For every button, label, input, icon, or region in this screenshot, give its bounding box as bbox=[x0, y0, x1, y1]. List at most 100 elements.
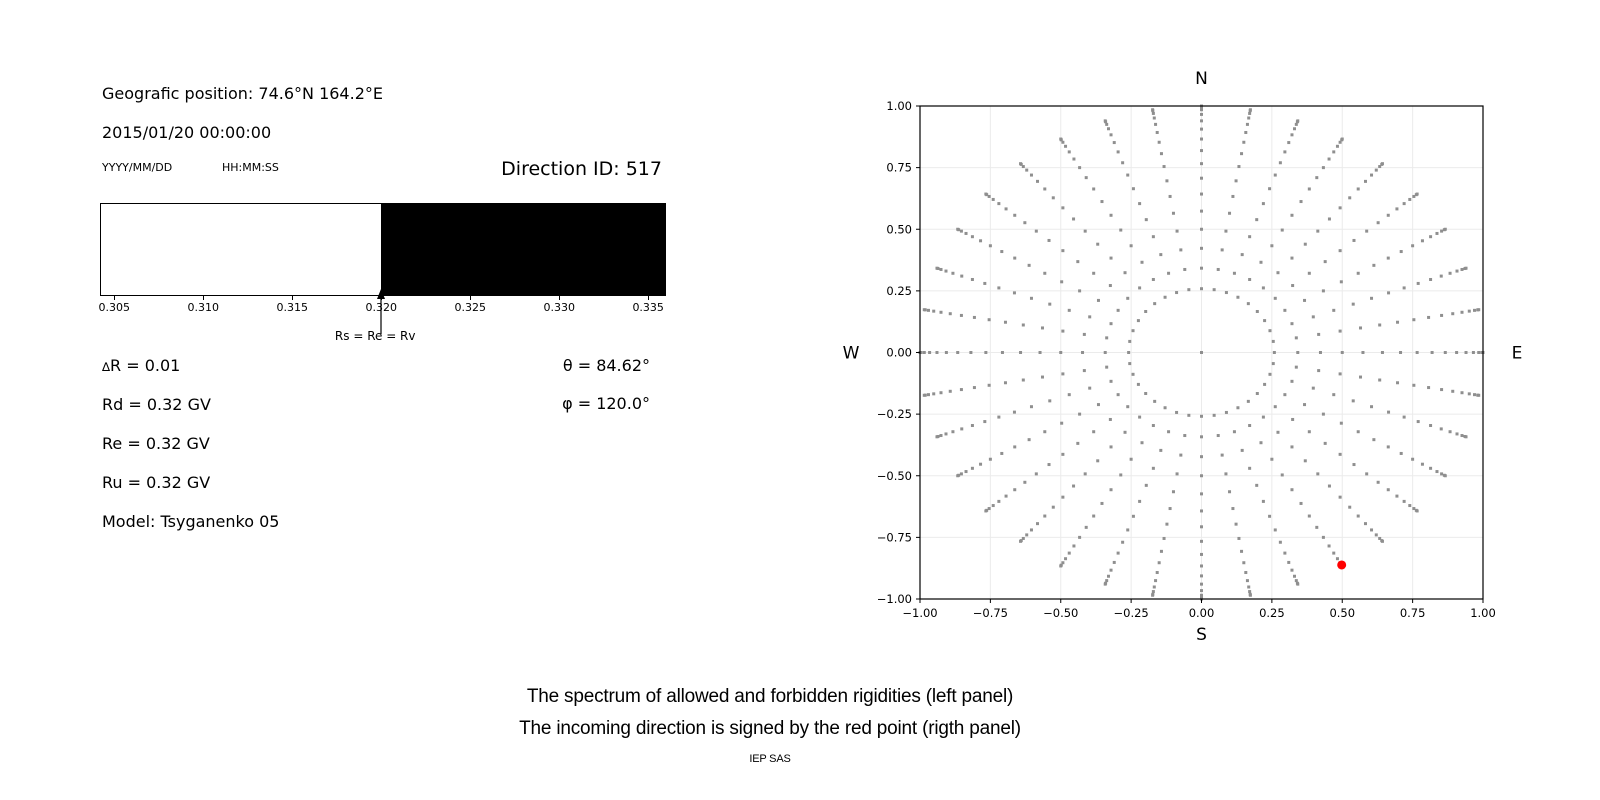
param-theta: θ = 84.62° bbox=[562, 356, 650, 375]
direction-grid-dot bbox=[1092, 514, 1096, 518]
direction-grid-dot bbox=[1036, 522, 1040, 526]
direction-grid-dot bbox=[1224, 410, 1228, 414]
direction-grid-dot bbox=[1248, 593, 1252, 597]
direction-grid-dot bbox=[1138, 415, 1142, 419]
direction-grid-dot bbox=[1105, 365, 1109, 369]
direction-grid-dot bbox=[1399, 351, 1403, 354]
direction-grid-dot bbox=[1332, 150, 1336, 154]
direction-grid-dot bbox=[972, 315, 976, 319]
direction-grid-dot bbox=[1327, 217, 1331, 221]
y-tick-label: −0.50 bbox=[877, 469, 912, 483]
cutoff-arrow-icon bbox=[377, 289, 386, 334]
direction-grid-dot bbox=[1361, 351, 1365, 354]
direction-grid-dot bbox=[1237, 165, 1241, 169]
direction-grid-dot bbox=[1380, 162, 1384, 166]
y-tick-label: 1.00 bbox=[886, 99, 912, 113]
direction-grid-dot bbox=[1335, 557, 1339, 561]
direction-grid-dot bbox=[1307, 430, 1311, 434]
x-tick-label: 0.00 bbox=[1189, 606, 1215, 620]
direction-grid-dot bbox=[1294, 365, 1298, 369]
direction-grid-dot bbox=[1477, 351, 1481, 354]
direction-grid-dot bbox=[1012, 291, 1016, 295]
caption-line-1: The spectrum of allowed and forbidden ri… bbox=[526, 686, 1014, 707]
direction-grid-dot bbox=[1138, 202, 1142, 206]
direction-grid-dot bbox=[1003, 320, 1007, 324]
direction-grid-dot bbox=[1477, 393, 1481, 397]
direction-grid-dot bbox=[1408, 504, 1412, 508]
direction-grid-dot bbox=[1040, 375, 1044, 379]
direction-grid-dot bbox=[1339, 280, 1343, 284]
direction-grid-dot bbox=[1076, 441, 1080, 445]
direction-grid-dot bbox=[1248, 277, 1252, 281]
direction-grid-dot bbox=[1232, 430, 1236, 434]
direction-grid-dot bbox=[1356, 187, 1360, 191]
direction-grid-dot bbox=[1179, 453, 1183, 457]
direction-grid-dot bbox=[1092, 271, 1096, 275]
direction-grid-dot bbox=[1248, 235, 1252, 239]
direction-grid-dot bbox=[1159, 152, 1163, 156]
spectrum-tick-label: 0.335 bbox=[632, 301, 664, 314]
direction-grid-dot bbox=[1151, 108, 1155, 112]
direction-grid-dot bbox=[1316, 472, 1320, 476]
direction-grid-dot bbox=[1317, 369, 1321, 373]
direction-grid-dot bbox=[1323, 260, 1327, 264]
direction-grid-dot bbox=[1167, 271, 1171, 275]
direction-grid-dot bbox=[1338, 329, 1342, 333]
direction-grid-dot bbox=[1327, 484, 1331, 488]
direction-grid-dot bbox=[1212, 288, 1216, 292]
direction-grid-dot bbox=[1332, 393, 1336, 397]
direction-grid-dot bbox=[1003, 381, 1007, 385]
spectrum-tick-label: 0.310 bbox=[187, 301, 219, 314]
compass-label-east: E bbox=[1512, 344, 1523, 364]
direction-id-label: Direction ID: 517 bbox=[501, 158, 662, 180]
compass-label-south: S bbox=[1196, 625, 1207, 645]
direction-grid-dot bbox=[1021, 165, 1025, 169]
direction-grid-dot bbox=[987, 318, 991, 322]
credit-text: IEP SAS bbox=[749, 753, 791, 765]
direction-grid-dot bbox=[1395, 494, 1399, 498]
direction-grid-dot bbox=[1200, 552, 1203, 556]
direction-grid-dot bbox=[1248, 111, 1252, 115]
direction-grid-dot bbox=[1440, 229, 1444, 233]
direction-grid-dot bbox=[939, 310, 943, 314]
direction-grid-dot bbox=[1109, 133, 1113, 137]
x-tick-label: −1.00 bbox=[902, 606, 937, 620]
direction-grid-dot bbox=[1263, 319, 1267, 323]
direction-grid-dot bbox=[1290, 445, 1294, 449]
direction-grid-dot bbox=[939, 267, 943, 271]
direction-grid-dot bbox=[1171, 490, 1175, 494]
direction-grid-dot bbox=[984, 509, 988, 513]
direction-grid-dot bbox=[1112, 560, 1116, 564]
direction-grid-dot bbox=[1427, 386, 1431, 390]
direction-grid-dot bbox=[1082, 332, 1086, 336]
direction-grid-dot bbox=[1443, 351, 1447, 354]
direction-grid-dot bbox=[1138, 499, 1142, 503]
direction-grid-dot bbox=[1283, 551, 1287, 555]
direction-grid-dot bbox=[1105, 579, 1109, 583]
direction-grid-dot bbox=[1159, 549, 1163, 553]
direction-grid-dot bbox=[1200, 455, 1203, 459]
direction-grid-dot bbox=[926, 308, 930, 312]
direction-grid-dot bbox=[1154, 579, 1158, 583]
direction-grid-dot bbox=[1271, 339, 1275, 343]
direction-grid-dot bbox=[1183, 267, 1187, 271]
direction-grid-dot bbox=[1294, 579, 1298, 583]
direction-grid-dot bbox=[1019, 539, 1023, 543]
direction-grid-dot bbox=[1103, 119, 1107, 123]
direction-grid-dot bbox=[1151, 424, 1155, 428]
direction-grid-dot bbox=[1323, 441, 1327, 445]
direction-grid-dot bbox=[1109, 322, 1113, 326]
direction-grid-dot bbox=[1440, 472, 1444, 476]
direction-grid-dot bbox=[1278, 161, 1282, 165]
direction-grid-dot bbox=[1078, 289, 1082, 293]
direction-grid-dot bbox=[1283, 393, 1287, 397]
direction-grid-dot bbox=[1248, 466, 1252, 470]
direction-grid-dot bbox=[970, 277, 974, 281]
direction-grid-dot bbox=[1477, 308, 1481, 312]
direction-grid-dot bbox=[1237, 536, 1241, 540]
direction-grid-dot bbox=[1352, 238, 1356, 242]
observation-datetime: 2015/01/20 00:00:00 bbox=[102, 123, 272, 142]
direction-grid-dot bbox=[991, 197, 995, 201]
direction-grid-dot bbox=[1248, 590, 1252, 594]
direction-grid-dot bbox=[1370, 405, 1374, 409]
